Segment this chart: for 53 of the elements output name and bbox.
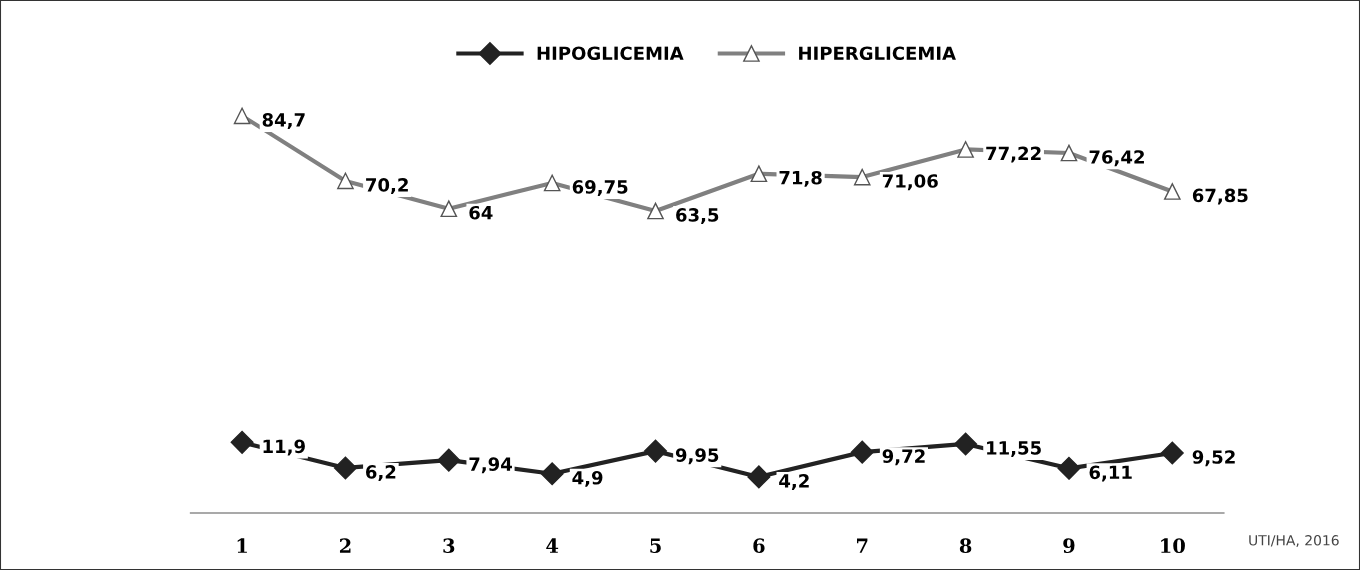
point <box>1163 183 1181 200</box>
data-label: 7,94 <box>469 457 512 474</box>
data-label: 6,2 <box>366 465 396 482</box>
data-label: 64 <box>469 205 493 220</box>
point <box>644 439 668 463</box>
data-label: 6,11 <box>1089 465 1132 482</box>
text: UTI/HA, 2016 <box>1249 535 1339 547</box>
point <box>647 202 664 220</box>
point <box>333 456 357 480</box>
x-tick-label: 2 <box>339 538 351 553</box>
point <box>1057 456 1081 480</box>
point <box>750 165 768 183</box>
point <box>440 200 458 218</box>
x-tick-label: 4 <box>546 538 559 553</box>
data-label: 77,22 <box>986 146 1041 163</box>
data-label: 67,85 <box>1192 188 1248 205</box>
point <box>233 107 251 125</box>
data-label: 4,9 <box>572 470 603 487</box>
data-label: 11,9 <box>263 439 305 456</box>
point <box>543 174 561 192</box>
point <box>230 430 254 454</box>
data-label: 71,8 <box>779 170 822 187</box>
data-label: 9,95 <box>675 448 719 465</box>
point <box>853 168 871 186</box>
legend-label: HIPERGLICEMIA <box>799 46 956 61</box>
point <box>437 448 461 472</box>
point <box>954 432 978 456</box>
x-tick-label: 1 <box>237 538 247 553</box>
data-label: 63,5 <box>676 208 719 225</box>
x-tick-label: 7 <box>857 538 868 553</box>
data-label: 69,75 <box>572 180 628 197</box>
point <box>957 141 974 158</box>
point <box>540 462 564 486</box>
legend-label: HIPOGLICEMIA <box>537 46 684 61</box>
data-label: 4,2 <box>779 474 809 490</box>
data-label: 9,72 <box>882 449 925 466</box>
data-label: 11,55 <box>987 441 1041 458</box>
data-label: 70,2 <box>366 178 408 195</box>
x-tick-label: 10 <box>1161 538 1185 554</box>
data-label: 9,52 <box>1192 450 1235 467</box>
point <box>850 440 874 464</box>
point <box>337 172 354 190</box>
x-tick-label: 9 <box>1063 538 1075 554</box>
x-tick-label: 5 <box>650 538 661 554</box>
point <box>1160 441 1184 465</box>
data-label: 71,06 <box>882 174 938 191</box>
x-tick-label: 8 <box>959 538 972 554</box>
data-label: 84,7 <box>262 113 305 129</box>
point <box>1060 144 1078 162</box>
x-tick-label: 6 <box>753 538 765 554</box>
point <box>747 465 771 489</box>
x-tick-label: 3 <box>443 538 455 554</box>
data-label: 76,42 <box>1089 150 1144 167</box>
